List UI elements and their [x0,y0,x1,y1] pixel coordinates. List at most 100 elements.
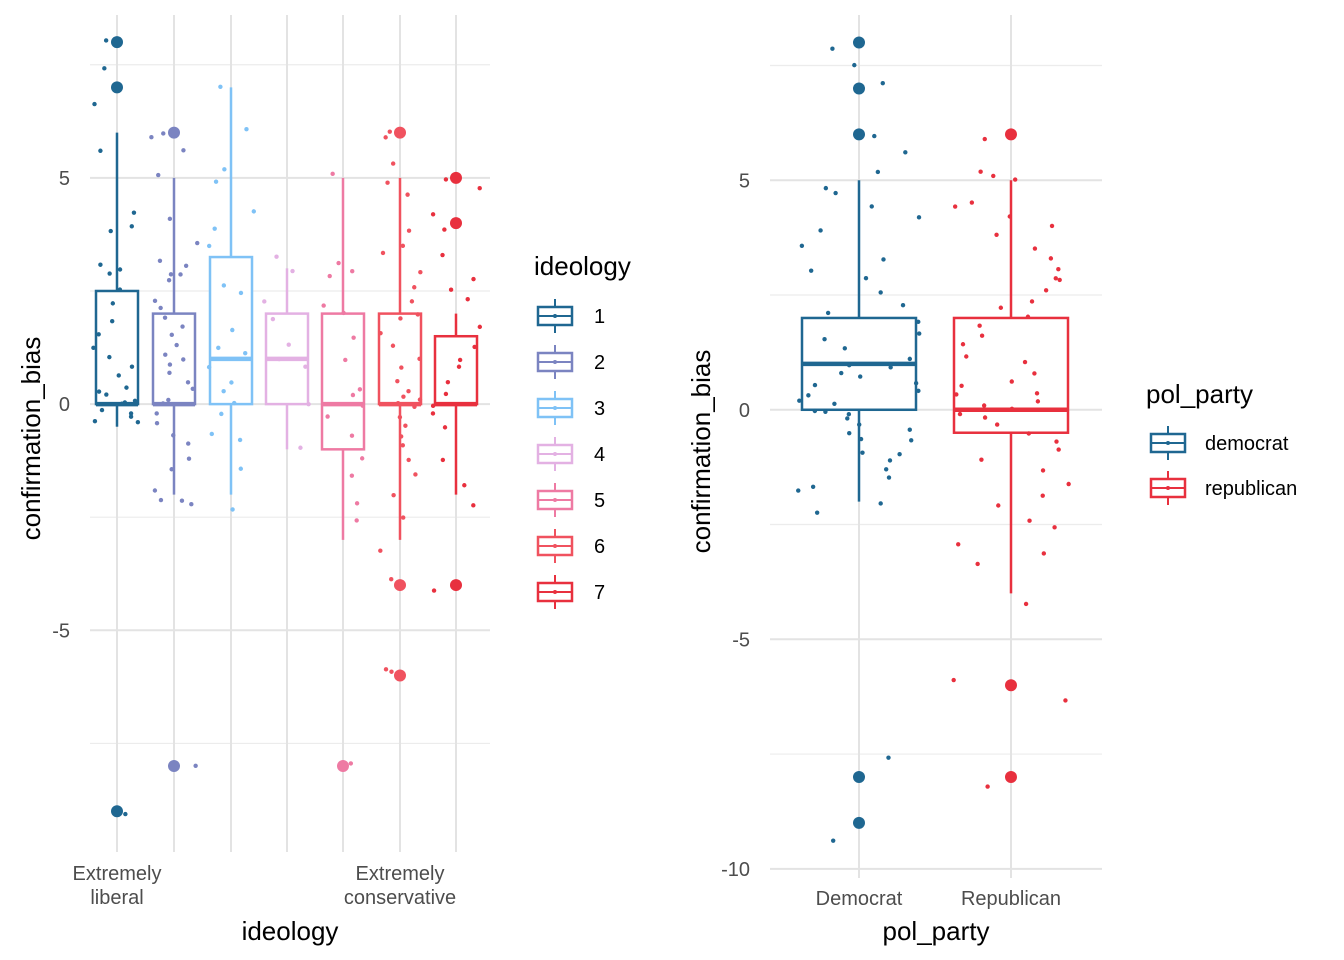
jitter-point [880,80,885,86]
jitter-point [109,318,115,324]
jitter-point [336,260,341,266]
jitter-point [1056,447,1061,452]
jitter-point [907,427,912,432]
jitter-point [398,434,404,439]
jitter-point [1049,223,1055,229]
jitter-point [985,784,990,789]
jitter-point [354,518,359,523]
jitter-point [325,414,330,419]
x-tick-label-line: liberal [90,887,143,909]
legend-title: pol_party [1146,379,1253,409]
jitter-point [975,561,980,567]
jitter-point [471,276,476,282]
jitter-point [405,192,410,197]
jitter-point [107,354,112,360]
jitter-point [104,392,109,397]
legend-key-point [553,452,557,456]
x-tick-label-line: Extremely [356,863,445,885]
jitter-point [162,315,168,320]
y-tick-labels: -5 0 5 [52,168,70,642]
jitter-point [442,227,447,232]
outlier-point [450,217,462,230]
jitter-point [327,273,332,279]
jitter-point [98,262,103,267]
jitter-point [1053,276,1058,281]
jitter-point [401,515,406,520]
jitter-point [161,131,166,136]
y-tick-label: -5 [732,629,750,651]
jitter-point [222,167,227,172]
jitter-point [92,418,98,424]
legend-key-point [553,498,557,502]
legend-item-democrat: democrat [1149,426,1289,460]
jitter-point [399,365,404,370]
jitter-point [303,364,308,369]
jitter-point [996,503,1001,508]
jitter-point [378,548,383,553]
jitter-point [123,811,128,817]
jitter-point [213,179,219,184]
jitter-point [171,433,176,438]
legend-title: ideology [534,251,631,281]
jitter-point [883,467,889,472]
outlier-point [168,126,180,139]
boxplots [94,87,479,540]
jitter-point [916,319,921,325]
jitter-point [409,299,415,304]
jitter-point [823,409,828,414]
jitter-point [909,438,914,443]
jitter-point [1040,493,1045,498]
outlier-point [853,82,865,95]
jitter-point [457,357,463,363]
outlier-point [168,760,180,773]
jitter-point [1032,371,1037,376]
boxplots [800,180,1070,594]
jitter-point [400,243,406,249]
jitter-point [276,356,282,362]
jitter-point [102,66,107,71]
legend: pol_party democrat republican [1146,379,1297,505]
jitter-point [390,343,396,348]
jitter-point [212,226,217,231]
jitter-point [389,669,394,674]
jitter-point [189,502,194,507]
jitter-point [383,135,388,140]
y-axis-title: confirmation_bias [686,350,716,554]
jitter-point [878,501,883,506]
y-tick-label: 0 [59,394,70,416]
jitter-point [232,400,237,406]
jitter-point [237,437,243,443]
jitter-point [1009,406,1015,412]
jitter-point [959,383,964,388]
jitter-point [913,381,919,386]
jitter-point [982,415,988,420]
jitter-point [825,310,831,316]
jitter-point [167,370,172,376]
jitter-point [350,392,356,398]
jitter-point [110,301,116,306]
legend-key-point [553,360,557,364]
jitter-point [872,133,877,139]
y-tick-label: -5 [52,620,70,642]
jitter-point [206,243,212,249]
legend-key-point [553,406,557,410]
jitter-point [166,278,172,283]
legend-item-7: 7 [536,575,605,609]
jitter-point [916,388,921,394]
jitter-point [822,336,827,342]
jitter-point [206,364,212,370]
jitter-point [964,354,969,359]
jitter-point [262,299,267,304]
jitter-point [195,240,200,246]
jitter-point [982,136,987,142]
jitter-point [1022,359,1028,365]
boxplot-7 [433,313,479,495]
jitter-point [900,302,906,308]
x-tick-label: Republican [961,888,1061,910]
outlier-point [853,128,865,141]
jitter-point [129,224,134,229]
jitter-point [857,422,862,427]
jitter-point [168,272,174,277]
jitter-point [103,38,109,43]
